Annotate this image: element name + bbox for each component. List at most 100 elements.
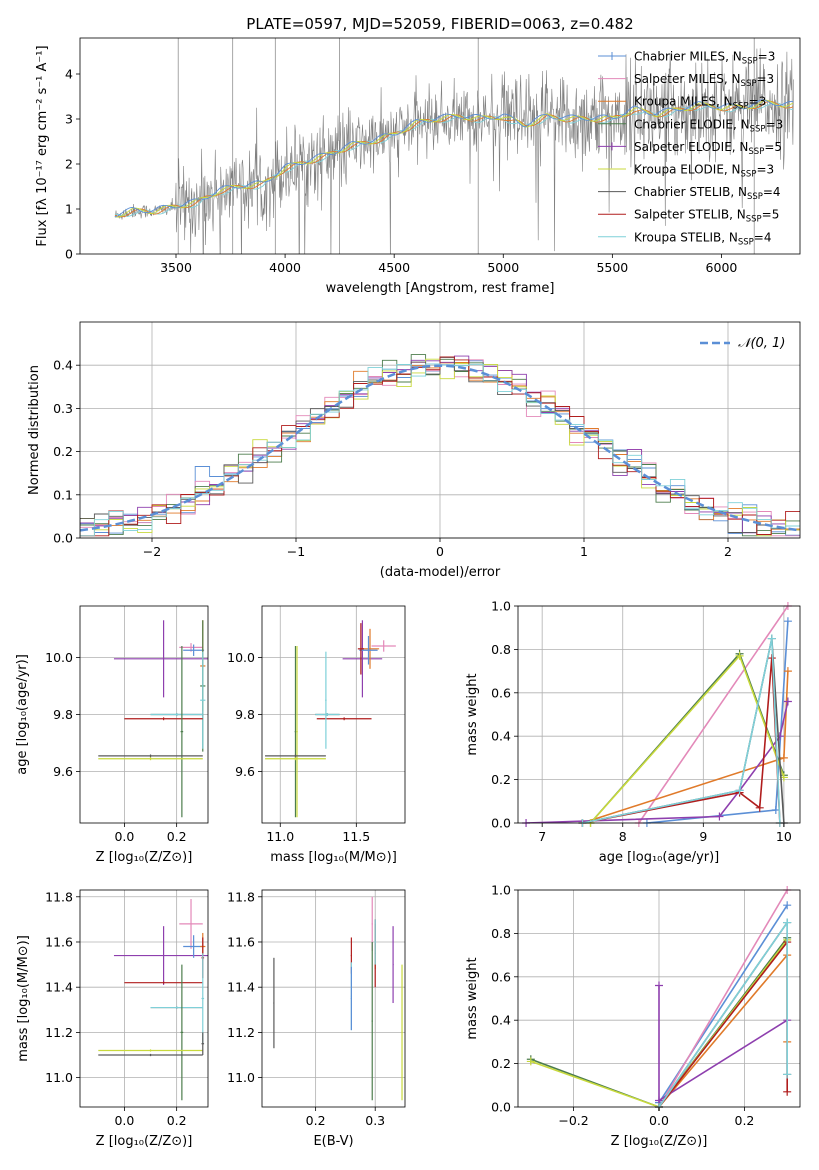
y-tick-label: 0.3 bbox=[53, 401, 73, 416]
line-chabrier_elodie bbox=[589, 652, 785, 823]
x-tick-label: 7 bbox=[538, 829, 546, 844]
x-tick-label: 4000 bbox=[269, 260, 301, 275]
x-axis-label: age [log₁₀(age/yr)] bbox=[599, 850, 720, 865]
y-tick-label: 1 bbox=[65, 202, 73, 217]
y-tick-label: 4 bbox=[65, 67, 73, 82]
x-axis-label: E(B-V) bbox=[313, 1134, 353, 1149]
legend-label-tail: =5 bbox=[764, 140, 782, 154]
legend-label: Kroupa STELIB, NSSP=4 bbox=[634, 230, 772, 247]
y-axis-label: mass [log₁₀(M/M⊙)] bbox=[16, 935, 31, 1062]
x-tick-label: 5000 bbox=[487, 260, 519, 275]
y-tick-label: 11.8 bbox=[45, 889, 73, 904]
marker-kroupa_stelib bbox=[767, 634, 776, 643]
x-tick-label: 3500 bbox=[160, 260, 192, 275]
y-tick-label: 0.4 bbox=[491, 729, 511, 744]
legend-label-sub: SSP bbox=[748, 147, 764, 157]
x-tick-label: 0.0 bbox=[649, 1113, 669, 1128]
y-tick-label: 9.8 bbox=[53, 707, 73, 722]
x-tick-label: 6000 bbox=[706, 260, 738, 275]
line-salpeter_stelib bbox=[658, 939, 788, 1107]
legend-label-sub: SSP bbox=[741, 170, 757, 180]
x-tick-label: 4500 bbox=[378, 260, 410, 275]
legend-label-tail: =3 bbox=[766, 117, 784, 131]
marker-salpeter_elodie bbox=[655, 981, 663, 990]
y-tick-label: 9.6 bbox=[53, 764, 73, 779]
x-tick-label: 0 bbox=[436, 544, 444, 559]
x-tick-label: 2 bbox=[724, 544, 732, 559]
normal-curve bbox=[79, 364, 801, 532]
spectrum-legend: Chabrier MILES, NSSP=3 Salpeter MILES, N S… bbox=[598, 50, 784, 247]
legend-label-sub: SSP bbox=[750, 124, 766, 134]
y-tick-label: 0.4 bbox=[53, 358, 73, 373]
line-kroupa_elodie bbox=[589, 654, 785, 823]
y-axis-label: Flux [fλ 10⁻¹⁷ erg cm⁻² s⁻¹ A⁻¹] bbox=[35, 45, 50, 246]
figure-title: PLATE=0597, MJD=52059, FIBERID=0063, z=0… bbox=[246, 15, 633, 33]
y-tick-label: 0.0 bbox=[53, 531, 73, 546]
histogram-salpeter_stelib bbox=[80, 356, 800, 538]
x-tick-label: 8 bbox=[619, 829, 627, 844]
line-kroupa_stelib bbox=[582, 638, 781, 823]
y-tick-label: 0.0 bbox=[491, 1100, 511, 1115]
marker-salpeter_elodie bbox=[783, 697, 792, 706]
marker-salpeter_elodie bbox=[775, 732, 784, 741]
residuals-chart: −2 −1 0 1 2 0.0 0.1 0.2 0.3 0.4 (data-model)/error… bbox=[27, 321, 801, 580]
line-salpeter_miles bbox=[658, 890, 788, 1107]
legend-label-base: Salpeter MILES, N bbox=[634, 72, 741, 86]
y-tick-label: 0.2 bbox=[53, 444, 73, 459]
histogram-kroupa_stelib bbox=[80, 363, 800, 538]
line-chabrier_elodie bbox=[530, 937, 788, 1107]
marker-salpeter_stelib bbox=[783, 1087, 792, 1096]
y-tick-label: 11.8 bbox=[227, 889, 255, 904]
marker-kroupa_stelib bbox=[783, 918, 792, 927]
y-tick-label: 11.6 bbox=[45, 934, 73, 949]
x-tick-label: 0.2 bbox=[167, 829, 187, 844]
legend-label-base: Chabrier ELODIE, N bbox=[634, 117, 750, 131]
y-axis-label: mass weight bbox=[465, 673, 480, 755]
y-tick-label: 1.0 bbox=[491, 883, 511, 898]
axes-frame bbox=[79, 889, 209, 1108]
y-tick-label: 10.0 bbox=[227, 650, 255, 665]
x-tick-label: −0.2 bbox=[558, 1113, 588, 1128]
y-tick-label: 0.0 bbox=[491, 816, 511, 831]
y-tick-label: 10.0 bbox=[45, 650, 73, 665]
x-tick-label: 11.0 bbox=[266, 829, 294, 844]
legend-label-tail: =3 bbox=[756, 72, 774, 86]
y-tick-label: 0.1 bbox=[53, 487, 73, 502]
y-tick-label: 0.2 bbox=[491, 1056, 511, 1071]
legend-label-sub: SSP bbox=[747, 192, 763, 202]
y-tick-label: 9.6 bbox=[235, 764, 255, 779]
x-tick-label: 5500 bbox=[596, 260, 628, 275]
x-axis-label: (data-model)/error bbox=[380, 565, 501, 580]
marker-kroupa_miles bbox=[783, 667, 792, 676]
axes-frame bbox=[517, 605, 801, 824]
x-tick-label: 0.2 bbox=[167, 1113, 187, 1128]
x-tick-label: 1 bbox=[580, 544, 588, 559]
line-chabrier_stelib bbox=[582, 638, 785, 823]
marker-kroupa_elodie bbox=[735, 651, 744, 660]
y-tick-label: 0.8 bbox=[491, 642, 511, 657]
y-tick-label: 3 bbox=[65, 112, 73, 127]
legend-label: Salpeter ELODIE, NSSP=5 bbox=[634, 140, 782, 157]
x-axis-label: wavelength [Angstrom, rest frame] bbox=[326, 281, 555, 296]
x-tick-label: 0.2 bbox=[306, 1113, 326, 1128]
line-salpeter_miles bbox=[638, 606, 789, 823]
x-axis-label: Z [log₁₀(Z/Z⊙)] bbox=[96, 1134, 193, 1149]
mass_weight_vs_Z-chart: −0.2 0.0 0.2 0.0 0.2 0.4 0.6 0.8 1.0 Z [log₁₀(Z/Z… bbox=[465, 883, 801, 1149]
line-kroupa_stelib bbox=[658, 919, 788, 1107]
y-tick-label: 11.4 bbox=[45, 980, 73, 995]
x-tick-label: 10 bbox=[776, 829, 792, 844]
marker-kroupa_stelib bbox=[735, 786, 744, 795]
legend-label: Kroupa ELODIE, NSSP=3 bbox=[634, 163, 774, 180]
x-tick-label: 0.2 bbox=[735, 1113, 755, 1128]
x-axis-label: Z [log₁₀(Z/Z⊙)] bbox=[611, 1134, 708, 1149]
legend-label-sub: SSP bbox=[738, 237, 754, 247]
line-kroupa_miles bbox=[582, 671, 789, 823]
legend-label: Chabrier STELIB, NSSP=4 bbox=[634, 185, 781, 202]
marker-salpeter_elodie bbox=[715, 812, 724, 821]
legend-label-base: Kroupa ELODIE, N bbox=[634, 163, 741, 177]
x-axis-label: mass [log₁₀(M/M⊙)] bbox=[270, 850, 397, 865]
spectrum-chart: 3500 4000 4500 5000 5500 6000 0 1 2 3 4 wavelength … bbox=[35, 37, 801, 296]
x-tick-label: 0.0 bbox=[114, 1113, 134, 1128]
legend-label: Chabrier MILES, NSSP=3 bbox=[634, 50, 775, 67]
